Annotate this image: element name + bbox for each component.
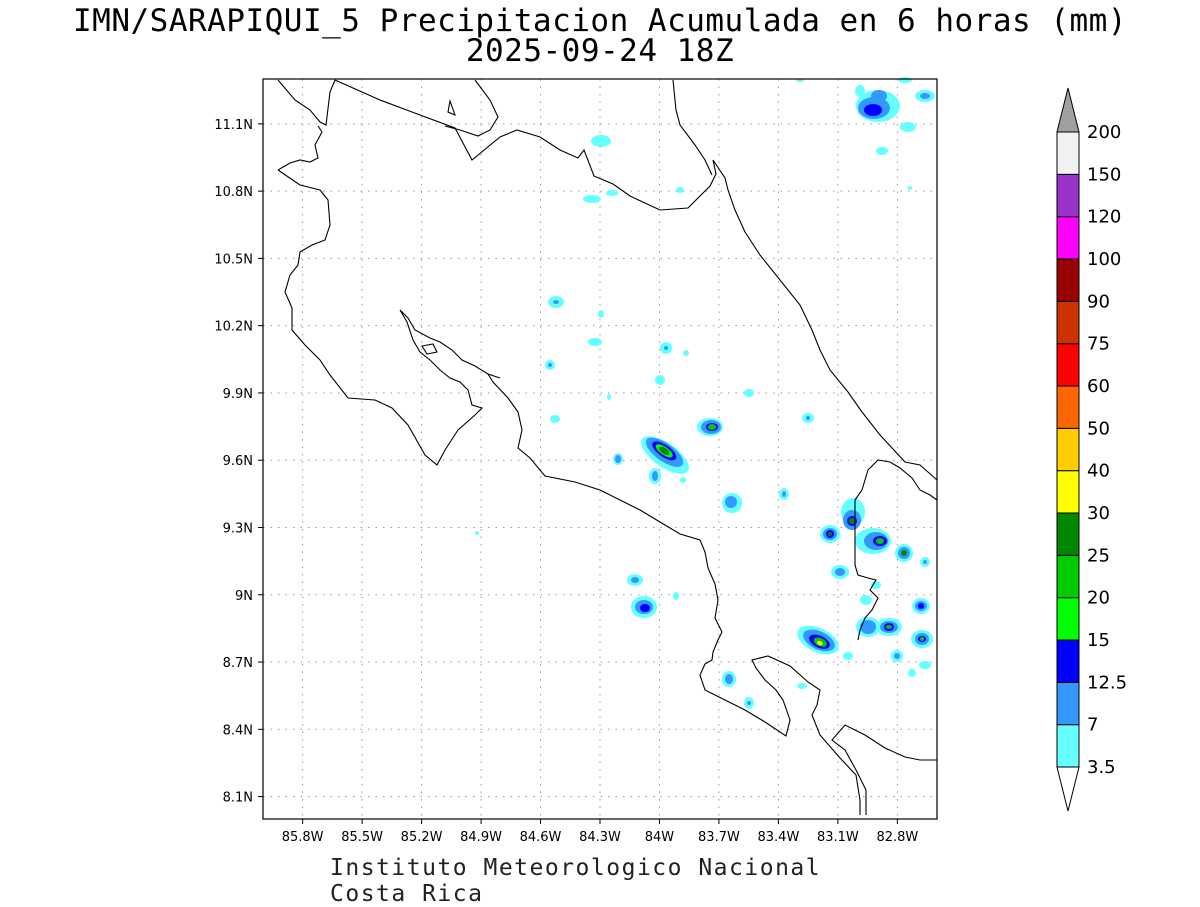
y-tick-label: 9.3N [223, 521, 253, 536]
colorbar-label: 100 [1087, 249, 1121, 270]
colorbar-segment [1056, 385, 1080, 429]
colorbar-label: 3.5 [1087, 757, 1116, 778]
coastline-borders [277, 79, 938, 815]
colorbar-segment [1056, 258, 1080, 302]
colorbar-label: 50 [1087, 418, 1110, 439]
x-tick-label: 84W [645, 830, 675, 845]
x-tick-label: 85.8W [282, 830, 324, 845]
y-tick-label: 9.9N [223, 387, 253, 402]
colorbar-label: 90 [1087, 291, 1110, 312]
x-tick-label: 84.6W [520, 830, 562, 845]
colorbar-bottom-arrow [1056, 766, 1080, 812]
latitude-axis: 11.1N 10.8N 10.5N 10.2N 9.9N 9.6N 9.3N 9N 8.7N 8.… [214, 118, 263, 806]
colorbar-segment [1056, 597, 1080, 641]
colorbar-segment [1056, 343, 1080, 387]
colorbar-segment [1056, 131, 1080, 175]
y-tick-label: 10.5N [214, 252, 253, 267]
x-tick-label: 83.7W [698, 830, 740, 845]
x-tick-label: 85.5W [341, 830, 383, 845]
y-tick-label: 9.6N [223, 454, 253, 469]
colorbar-segment [1056, 724, 1080, 768]
colorbar-label: 25 [1087, 545, 1110, 566]
x-tick-label: 84.3W [579, 830, 621, 845]
lat-lon-grid [263, 79, 937, 819]
colorbar-label: 15 [1087, 630, 1110, 651]
colorbar-segment [1056, 554, 1080, 599]
y-tick-label: 8.7N [223, 656, 253, 671]
y-tick-label: 10.8N [214, 185, 253, 200]
colorbar-segment [1056, 216, 1080, 260]
colorbar-label: 60 [1087, 376, 1110, 397]
colorbar-segment [1056, 470, 1080, 514]
map-frame [262, 78, 938, 820]
map-date: 2025-09-24 18Z [465, 33, 735, 69]
colorbar-segment [1056, 427, 1080, 472]
x-tick-label: 83.4W [758, 830, 800, 845]
colorbar-segment [1056, 681, 1080, 726]
colorbar-legend: 3.5 7 12.5 15 20 25 30 40 50 60 75 90 100 120 150 200 [1056, 87, 1127, 812]
x-tick-label: 85.2W [401, 830, 443, 845]
colorbar-label: 120 [1087, 207, 1121, 228]
x-tick-label: 82.8W [876, 830, 918, 845]
colorbar-segment [1056, 300, 1080, 345]
y-tick-label: 11.1N [214, 118, 253, 133]
longitude-axis: 85.8W 85.5W 85.2W 84.9W 84.6W 84.3W 84W 83.7W 83… [282, 819, 918, 845]
colorbar-segment [1056, 173, 1080, 218]
colorbar-label: 7 [1087, 715, 1098, 736]
colorbar-label: 40 [1087, 461, 1110, 482]
colorbar-segment [1056, 639, 1080, 683]
map-title: IMN/SARAPIQUI_5 Precipitacion Acumulada … [73, 3, 1127, 39]
colorbar-label: 150 [1087, 164, 1121, 185]
x-tick-label: 84.9W [460, 830, 502, 845]
y-tick-label: 10.2N [214, 320, 253, 335]
colorbar-top-arrow [1056, 87, 1080, 133]
colorbar-label: 12.5 [1087, 672, 1127, 693]
footer-credit: Instituto Meteorologico Nacional Costa R… [330, 855, 822, 907]
x-tick-label: 83.1W [817, 830, 859, 845]
colorbar-segment [1056, 512, 1080, 556]
colorbar-label: 75 [1087, 334, 1110, 355]
y-tick-label: 8.1N [223, 791, 253, 806]
y-tick-label: 9N [235, 589, 253, 604]
precipitation-field [475, 77, 935, 709]
colorbar-label: 30 [1087, 503, 1110, 524]
y-tick-label: 8.4N [223, 723, 253, 738]
colorbar-label: 200 [1087, 122, 1121, 143]
colorbar-label: 20 [1087, 588, 1110, 609]
